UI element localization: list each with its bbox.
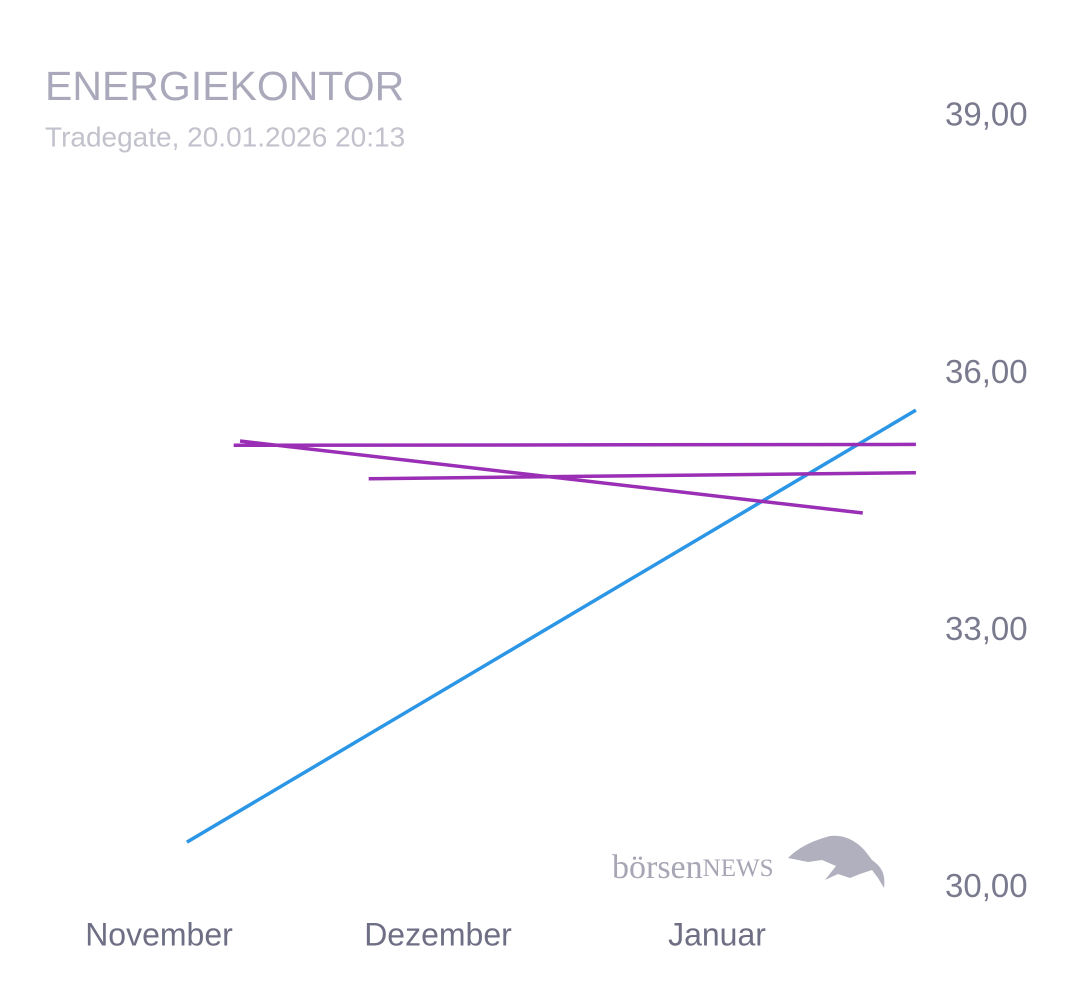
x-tick-label: November	[85, 916, 233, 952]
trend-line	[368, 470, 916, 481]
trend-line	[186, 408, 917, 844]
watermark-suffix: NEWS	[703, 855, 774, 882]
watermark-brand: börsen	[612, 849, 703, 886]
y-tick-label: 30,00	[945, 867, 1028, 904]
trend-line	[233, 442, 916, 448]
y-tick-label: 33,00	[945, 610, 1028, 647]
chart-subtitle: Tradegate, 20.01.2026 20:13	[45, 121, 405, 152]
y-tick-label: 39,00	[945, 96, 1028, 133]
x-tick-label: Januar	[668, 916, 766, 952]
chart-title: ENERGIEKONTOR	[45, 63, 404, 109]
y-tick-label: 36,00	[945, 353, 1028, 390]
x-tick-label: Dezember	[364, 916, 512, 952]
watermark: börsenNEWS	[612, 849, 773, 886]
plot-area	[186, 408, 917, 844]
watermark-bull	[788, 835, 885, 888]
